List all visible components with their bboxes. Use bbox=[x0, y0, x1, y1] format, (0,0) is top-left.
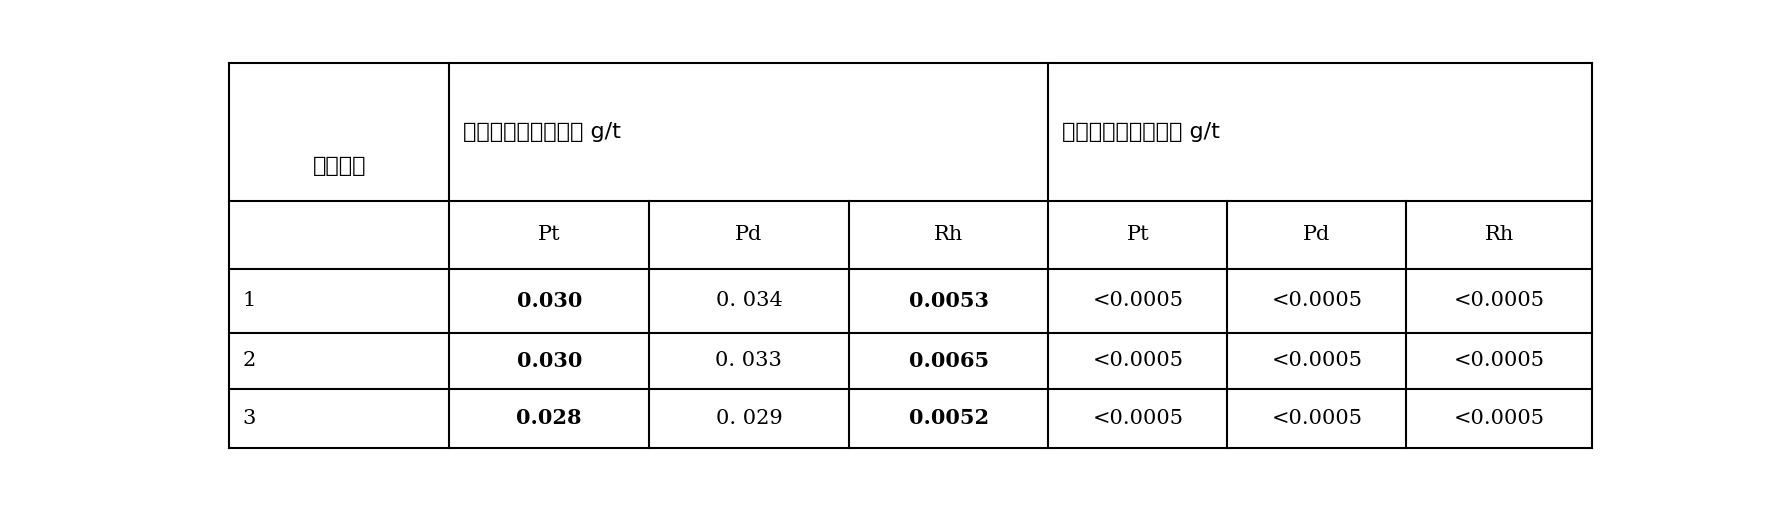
Text: Pt: Pt bbox=[538, 225, 560, 244]
Text: Rh: Rh bbox=[935, 225, 963, 244]
Text: 实验序号: 实验序号 bbox=[313, 155, 366, 177]
Text: 0. 029: 0. 029 bbox=[716, 409, 782, 428]
Text: 3: 3 bbox=[243, 409, 256, 428]
Text: <0.0005: <0.0005 bbox=[1093, 291, 1183, 310]
Text: <0.0005: <0.0005 bbox=[1272, 351, 1363, 371]
Text: Rh: Rh bbox=[1486, 225, 1514, 244]
Text: <0.0005: <0.0005 bbox=[1454, 291, 1544, 310]
Text: 0.0052: 0.0052 bbox=[908, 409, 988, 428]
Text: Pt: Pt bbox=[1127, 225, 1150, 244]
Text: 0. 033: 0. 033 bbox=[716, 351, 782, 371]
Text: 0.0053: 0.0053 bbox=[908, 291, 988, 311]
Text: 0.030: 0.030 bbox=[517, 291, 581, 311]
Text: <0.0005: <0.0005 bbox=[1454, 351, 1544, 371]
Text: <0.0005: <0.0005 bbox=[1272, 291, 1363, 310]
Text: 置换液中贵金属含量 g/t: 置换液中贵金属含量 g/t bbox=[1063, 122, 1221, 141]
Text: <0.0005: <0.0005 bbox=[1093, 351, 1183, 371]
Text: <0.0005: <0.0005 bbox=[1272, 409, 1363, 428]
Text: 0.030: 0.030 bbox=[517, 351, 581, 371]
Text: 0.0065: 0.0065 bbox=[908, 351, 988, 371]
Text: 2: 2 bbox=[243, 351, 256, 371]
Text: <0.0005: <0.0005 bbox=[1454, 409, 1544, 428]
Text: <0.0005: <0.0005 bbox=[1093, 409, 1183, 428]
Text: Pd: Pd bbox=[1303, 225, 1331, 244]
Text: Pd: Pd bbox=[736, 225, 762, 244]
Text: 0. 034: 0. 034 bbox=[716, 291, 782, 310]
Text: 1: 1 bbox=[243, 291, 256, 310]
Text: 0.028: 0.028 bbox=[517, 409, 581, 428]
Text: 浸出液中贵金属含量 g/t: 浸出液中贵金属含量 g/t bbox=[464, 122, 620, 141]
